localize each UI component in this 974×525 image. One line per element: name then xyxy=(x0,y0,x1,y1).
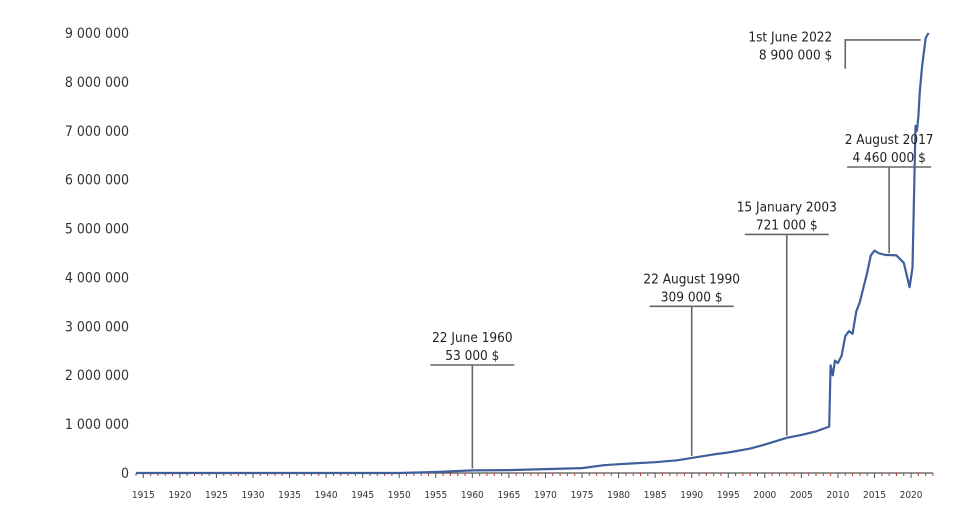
x-tick-label: 2005 xyxy=(790,490,813,501)
annotation-value: 4 460 000 $ xyxy=(852,150,925,166)
annotation-value: 309 000 $ xyxy=(661,289,723,305)
x-tick-label: 1945 xyxy=(351,490,374,501)
y-tick-label: 4 000 000 xyxy=(65,270,129,286)
x-tick-label: 1935 xyxy=(278,490,301,501)
x-tick-label: 1975 xyxy=(571,490,594,501)
annotation: 1st June 2022 8 900 000 $ xyxy=(748,30,921,69)
x-tick-label: 1940 xyxy=(315,490,338,501)
x-tick-label: 1930 xyxy=(242,490,265,501)
x-tick-label: 1955 xyxy=(424,490,447,501)
series-layer xyxy=(136,32,930,475)
x-tick-label: 1925 xyxy=(205,490,228,501)
x-tick-label: 1970 xyxy=(534,490,557,501)
x-tick-label: 2010 xyxy=(826,490,849,501)
y-axis-labels: 0 1 000 000 2 000 000 3 000 000 4 000 000 5 0… xyxy=(65,26,129,482)
x-tick-label: 1990 xyxy=(680,490,703,501)
y-tick-label: 9 000 000 xyxy=(65,26,129,42)
x-tick-label: 1950 xyxy=(388,490,411,501)
y-tick-label: 0 xyxy=(121,466,129,482)
annotation-date: 2 August 2017 xyxy=(845,132,934,148)
annotation-date: 15 January 2003 xyxy=(737,199,837,215)
annotation-leader xyxy=(844,39,921,69)
x-tick-label: 1995 xyxy=(717,490,740,501)
y-tick-label: 5 000 000 xyxy=(65,222,129,238)
x-tick-label: 1980 xyxy=(607,490,630,501)
x-axis: 1915 1920 1925 1930 1935 1940 1945 1950 1955 1960… xyxy=(132,472,934,501)
y-tick-label: 2 000 000 xyxy=(65,368,129,384)
annotation-value: 721 000 $ xyxy=(756,217,818,233)
x-tick-label: 1965 xyxy=(497,490,520,501)
y-tick-label: 7 000 000 xyxy=(65,124,129,140)
x-tick-label: 1920 xyxy=(168,490,191,501)
x-tick-label: 1960 xyxy=(461,490,484,501)
annotation: 22 August 1990 309 000 $ xyxy=(643,271,740,456)
annotation-date: 22 June 1960 xyxy=(432,330,513,346)
annotation: 2 August 2017 4 460 000 $ xyxy=(845,132,934,253)
price-series-line xyxy=(136,32,930,475)
x-tick-label: 2020 xyxy=(900,490,923,501)
x-tick-label: 2015 xyxy=(863,490,886,501)
y-tick-label: 8 000 000 xyxy=(65,75,129,91)
y-tick-label: 3 000 000 xyxy=(65,319,129,335)
annotation-date: 22 August 1990 xyxy=(643,271,740,287)
annotation-layer: 22 June 1960 53 000 $ 22 August 1990 309 00… xyxy=(430,30,934,469)
annotation-value: 53 000 $ xyxy=(445,348,499,364)
x-tick-label: 1985 xyxy=(644,490,667,501)
x-tick-label: 1915 xyxy=(132,490,155,501)
annotation-date: 1st June 2022 xyxy=(748,30,832,46)
annotation: 15 January 2003 721 000 $ xyxy=(737,199,837,436)
x-tick-label: 2000 xyxy=(753,490,776,501)
annotation-value: 8 900 000 $ xyxy=(759,48,832,64)
annotation: 22 June 1960 53 000 $ xyxy=(430,330,515,469)
y-tick-label: 1 000 000 xyxy=(65,417,129,433)
y-tick-label: 6 000 000 xyxy=(65,173,129,189)
